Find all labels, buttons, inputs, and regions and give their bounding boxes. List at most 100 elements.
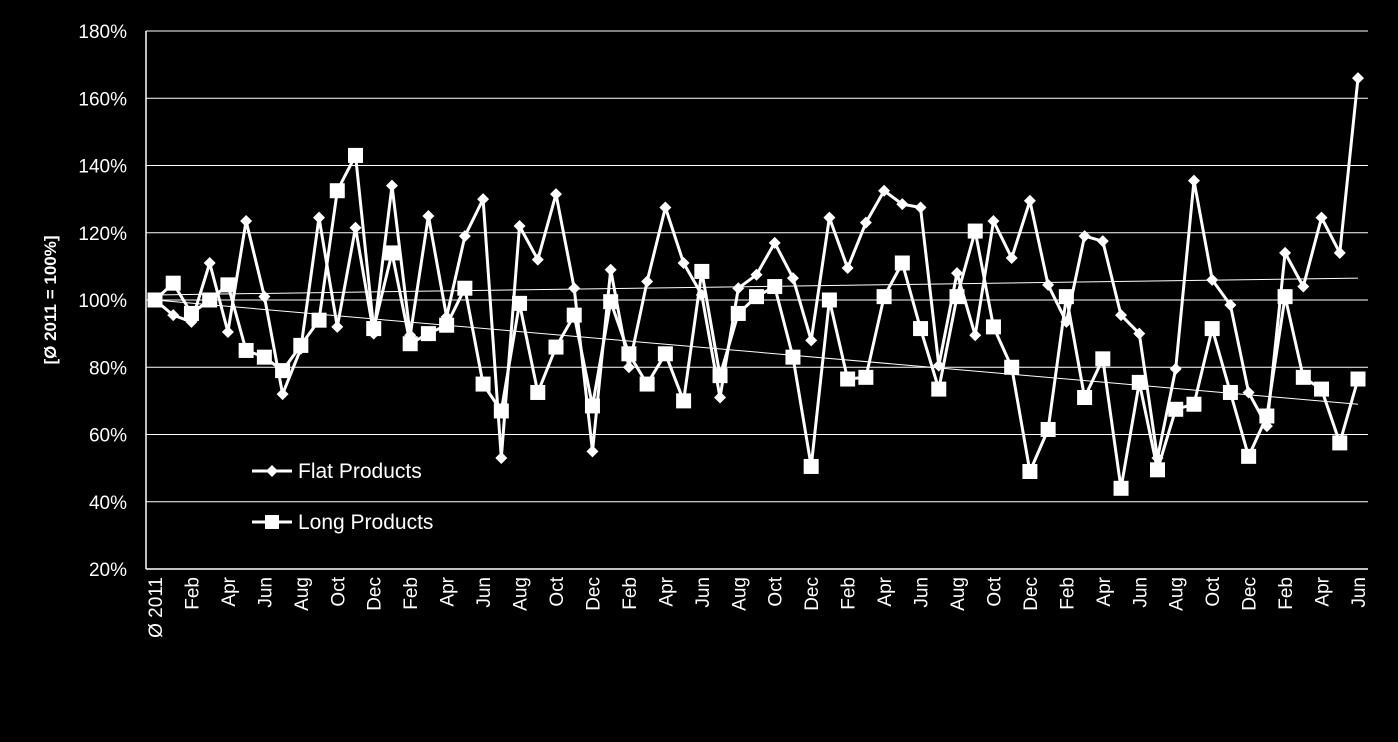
- long-products-point: [985, 319, 1001, 335]
- long-products-point: [1113, 480, 1129, 496]
- flat-products-point: [1315, 211, 1328, 224]
- long-products-point: [1350, 371, 1366, 387]
- long-products-point: [584, 398, 600, 414]
- legend-item-long-products: Long Products: [252, 511, 433, 534]
- flat-products-point: [477, 193, 490, 206]
- flat-products-point: [823, 211, 836, 224]
- x-tick-label: Feb: [839, 577, 860, 610]
- flat-products-point: [1224, 299, 1237, 312]
- flat-products-point: [841, 262, 854, 275]
- flat-products-point: [1096, 235, 1109, 248]
- legend-label-flat-products: Flat Products: [298, 460, 422, 483]
- y-tick-label: 180%: [78, 22, 127, 43]
- flat-products-point: [1023, 194, 1036, 207]
- trendline: [154, 299, 1359, 405]
- legend-label-long-products: Long Products: [298, 511, 433, 534]
- flat-products-point: [167, 309, 180, 322]
- flat-products-point: [987, 214, 1000, 227]
- x-tick-label: Dec: [365, 577, 386, 611]
- x-tick-label: Apr: [1094, 576, 1115, 606]
- flat-products-point: [1333, 246, 1346, 259]
- y-tick-label: 160%: [78, 89, 127, 110]
- x-tick-label: Oct: [1203, 576, 1224, 606]
- x-tick-label: Aug: [729, 577, 750, 611]
- long-products-point: [220, 277, 236, 293]
- flat-products-point: [1206, 273, 1219, 286]
- long-products-point: [639, 376, 655, 392]
- y-tick-label: 140%: [78, 157, 127, 178]
- flat-products-point: [1060, 315, 1073, 328]
- long-products-point: [1314, 381, 1330, 397]
- long-products-point: [603, 294, 619, 310]
- long-products-point: [767, 279, 783, 295]
- long-products-point: [694, 263, 710, 279]
- long-products-point: [530, 384, 546, 400]
- long-products-point: [566, 307, 582, 323]
- flat-products-point: [1078, 230, 1091, 243]
- x-tick-label: Dec: [1021, 577, 1042, 611]
- long-products-point: [147, 292, 163, 308]
- long-products-point: [256, 349, 272, 365]
- long-products-point: [876, 289, 892, 305]
- flat-products-point: [1297, 280, 1310, 293]
- long-products-point: [949, 289, 965, 305]
- flat-products-point: [677, 257, 690, 270]
- long-products-point: [1040, 421, 1056, 437]
- x-tick-label: Jun: [693, 577, 714, 608]
- long-products-point: [621, 346, 637, 362]
- flat-products-point: [1005, 251, 1018, 264]
- x-tick-label: Dec: [1240, 577, 1261, 611]
- flat-products-point: [1352, 72, 1364, 85]
- long-products-point: [1150, 462, 1165, 478]
- y-tick-label: 80%: [89, 358, 127, 379]
- y-tick-label: 60%: [89, 426, 127, 447]
- flat-products-point: [1169, 362, 1182, 375]
- x-tick-label: Oct: [984, 576, 1005, 606]
- flat-products-point: [659, 201, 672, 214]
- y-axis-label: [Ø 2011 = 100%]: [41, 235, 60, 364]
- long-products-point: [730, 305, 746, 321]
- long-products-point: [1058, 289, 1074, 305]
- long-products-point: [475, 376, 491, 392]
- long-products-point: [275, 363, 291, 379]
- long-products-point: [1095, 351, 1111, 367]
- flat-products-point: [951, 267, 963, 280]
- flat-products-point: [896, 198, 909, 211]
- flat-products-point: [458, 230, 471, 243]
- long-products-point: [329, 183, 345, 199]
- flat-products-point: [1151, 452, 1164, 465]
- x-tick-label: Feb: [620, 577, 641, 610]
- flat-products-point: [276, 388, 289, 401]
- long-products-point: [676, 393, 692, 409]
- flat-products-point: [932, 359, 945, 372]
- flat-products-point: [732, 282, 745, 295]
- flat-products-point: [714, 391, 727, 404]
- long-products-point: [1277, 289, 1293, 305]
- long-products-point: [512, 295, 528, 311]
- y-tick-label: 120%: [78, 224, 127, 245]
- legend: Flat Products Long Products: [252, 460, 433, 534]
- x-tick-label: Feb: [1057, 577, 1078, 610]
- flat-products-point: [240, 214, 253, 227]
- long-products-point: [384, 245, 400, 261]
- y-tick-labels: 20% 40% 60% 80% 100% 120% 140% 160% 180%: [78, 22, 127, 581]
- flat-products-point: [221, 325, 234, 338]
- x-tick-label: Jun: [474, 577, 495, 608]
- long-products-point: [202, 292, 218, 308]
- x-tick-label: Dec: [802, 577, 823, 611]
- x-tick-label: Jun: [1349, 577, 1370, 608]
- x-tick-label: Jun: [912, 577, 933, 608]
- x-tick-labels: Ø 2011 Feb Apr Jun Aug Oct Dec Feb Apr Jun Aug Oct D…: [146, 576, 1370, 638]
- long-products-point: [1222, 384, 1238, 400]
- long-products-point: [402, 336, 418, 352]
- flat-products-point: [495, 452, 508, 465]
- x-tick-label: Apr: [656, 576, 677, 606]
- flat-products-point: [203, 257, 216, 270]
- flat-products-point: [914, 201, 927, 214]
- long-products-point: [293, 337, 309, 353]
- long-products-point: [1131, 374, 1147, 390]
- long-products-point: [1241, 448, 1257, 464]
- flat-products-point: [586, 445, 599, 458]
